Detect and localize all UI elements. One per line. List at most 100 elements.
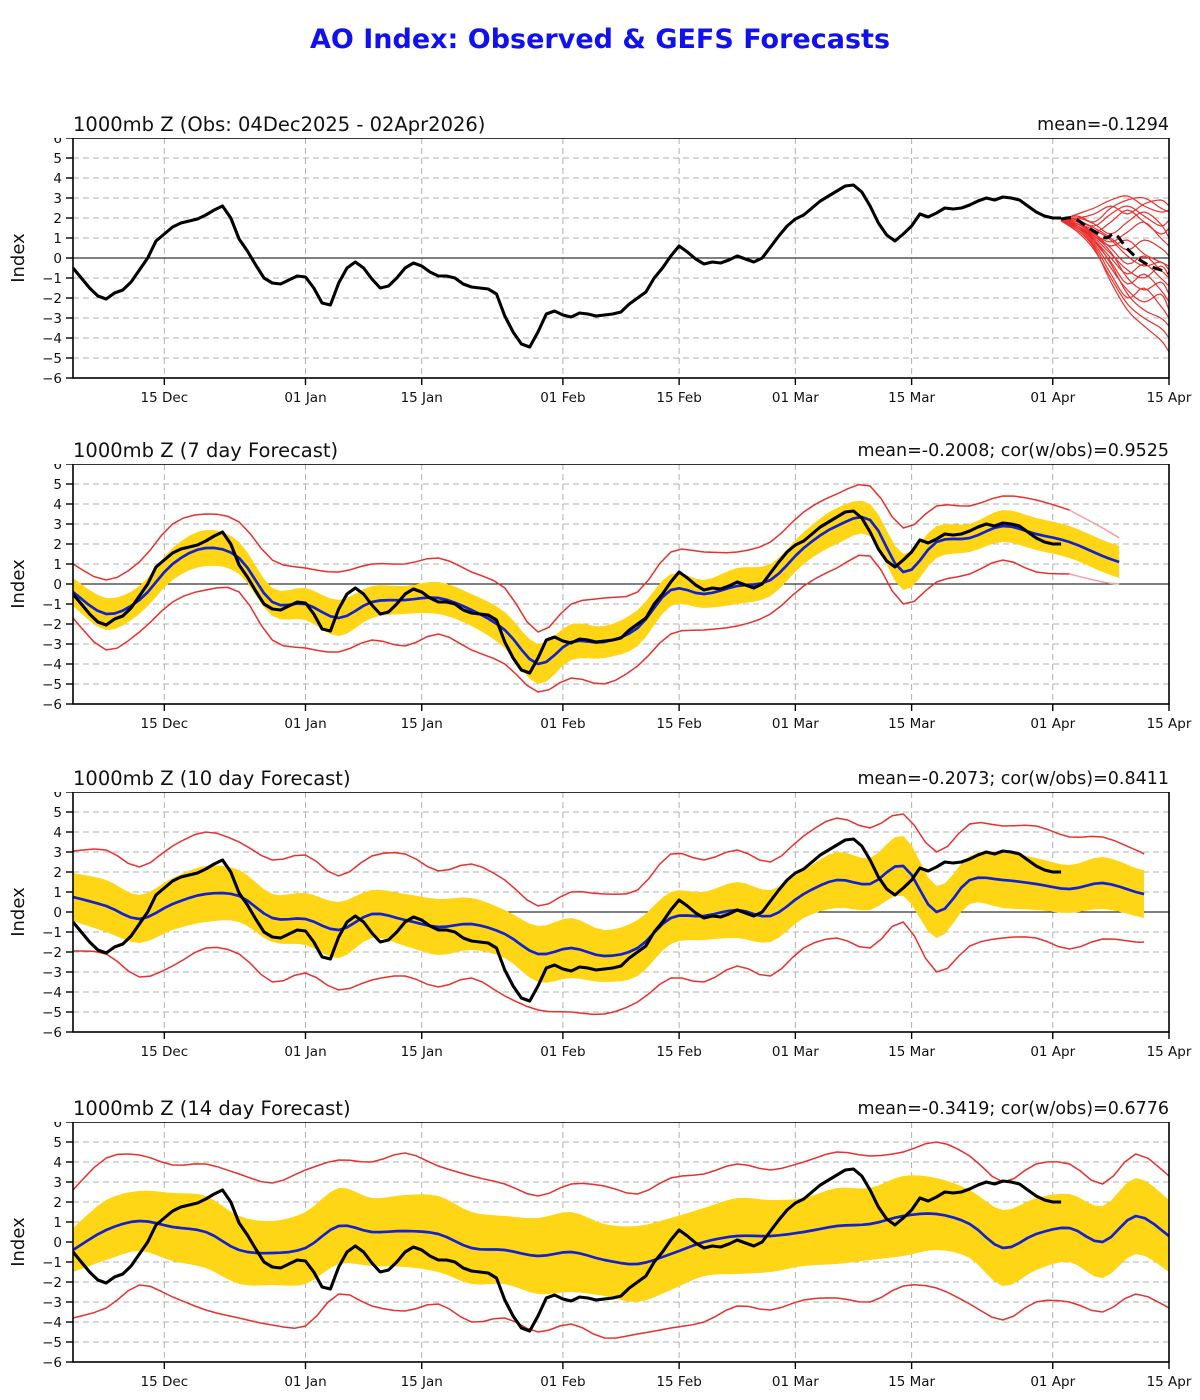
svg-text:3: 3 [53,191,62,207]
svg-text:15 Mar: 15 Mar [888,1374,935,1390]
panel-forecast-14day: 1000mb Z (14 day Forecast) mean=-0.3419;… [0,1090,1200,1394]
svg-text:−5: −5 [42,1335,62,1351]
svg-text:01 Apr: 01 Apr [1030,1374,1075,1390]
observed-line [73,509,1062,675]
panel-forecast-10day-header: 1000mb Z (10 day Forecast) mean=-0.2073;… [0,760,1200,792]
panel-forecast-7day: 1000mb Z (7 day Forecast) mean=-0.2008; … [0,432,1200,736]
svg-text:15 Jan: 15 Jan [401,716,443,732]
panel-forecast-14day-header: 1000mb Z (14 day Forecast) mean=-0.3419;… [0,1090,1200,1122]
svg-text:2: 2 [53,865,62,881]
panel-forecast-7day-title: 1000mb Z (7 day Forecast) [73,439,339,462]
svg-text:15 Mar: 15 Mar [888,390,935,406]
ensemble-spread-band [73,500,1120,684]
svg-text:1: 1 [53,885,62,901]
svg-text:15 Dec: 15 Dec [141,716,189,732]
envelope-lower-line [73,1284,1169,1339]
svg-text:15 Apr: 15 Apr [1147,390,1192,406]
svg-text:−3: −3 [42,311,62,327]
svg-text:−1: −1 [42,1255,62,1271]
svg-text:−6: −6 [42,1025,62,1041]
svg-text:15 Mar: 15 Mar [888,716,935,732]
svg-text:−4: −4 [42,1315,62,1331]
svg-text:01 Feb: 01 Feb [540,390,585,406]
envelope-upper-line-tail [1069,509,1120,539]
svg-text:01 Mar: 01 Mar [772,716,819,732]
panel-forecast-10day-mean-cor-annotation: mean=-0.2073; cor(w/obs)=0.8411 [857,769,1169,789]
svg-text:15 Dec: 15 Dec [141,1044,189,1060]
svg-text:01 Jan: 01 Jan [284,390,326,406]
panel-forecast-7day-mean-cor-annotation: mean=-0.2008; cor(w/obs)=0.9525 [857,441,1169,461]
axis-tick-labels: −6 −5 −4 −3 −2 −1 0 1 2 3 4 5 6 15 Dec 01 Jan 15 Jan 01 … [42,138,1192,406]
svg-text:−2: −2 [42,617,62,633]
ensemble-member-line [1060,220,1169,339]
svg-text:−3: −3 [42,1295,62,1311]
svg-text:2: 2 [53,1195,62,1211]
svg-text:−4: −4 [42,331,62,347]
panel-forecast-10day: 1000mb Z (10 day Forecast) mean=-0.2073;… [0,760,1200,1064]
svg-text:6: 6 [53,1122,62,1131]
forecast-14day-panel-plot: −6 −5 −4 −3 −2 −1 0 1 2 3 4 5 6 15 Dec 01 Jan 15 Jan 01 … [8,1122,1192,1390]
panel-observed: 1000mb Z (Obs: 04Dec2025 - 02Apr2026) me… [0,106,1200,410]
panel-observed-mean-annotation: mean=-0.1294 [1037,115,1169,135]
axis-ticks [66,1122,1170,1369]
observed-line [73,837,1062,1003]
observed-panel-plot: −6 −5 −4 −3 −2 −1 0 1 2 3 4 5 6 15 Dec 01 Jan 15 Jan 01 … [8,138,1192,406]
svg-text:5: 5 [53,477,62,493]
svg-text:01 Feb: 01 Feb [540,1374,585,1390]
y-axis-label: Index [8,559,29,609]
svg-text:6: 6 [53,464,62,473]
svg-text:15 Feb: 15 Feb [656,390,701,406]
svg-text:2: 2 [53,537,62,553]
svg-text:15 Dec: 15 Dec [141,390,189,406]
ensemble-mean-line [73,1212,1169,1266]
svg-text:15 Jan: 15 Jan [401,1044,443,1060]
svg-text:−6: −6 [42,697,62,713]
ensemble-member-line [1061,199,1169,221]
svg-text:15 Dec: 15 Dec [141,1374,189,1390]
envelope-upper-line [73,483,1070,633]
svg-text:01 Mar: 01 Mar [772,1374,819,1390]
svg-text:−2: −2 [42,1275,62,1291]
ensemble-member-line [1060,195,1169,221]
svg-text:01 Jan: 01 Jan [284,1044,326,1060]
ensemble-member-line [1060,219,1169,353]
svg-text:−5: −5 [42,351,62,367]
svg-text:−5: −5 [42,1005,62,1021]
envelope-upper-line [73,1141,1169,1197]
svg-text:5: 5 [53,151,62,167]
svg-text:−2: −2 [42,291,62,307]
svg-text:3: 3 [53,845,62,861]
panel-forecast-7day-header: 1000mb Z (7 day Forecast) mean=-0.2008; … [0,432,1200,464]
envelope-lower-line [73,921,1145,1016]
envelope-lower-line [73,554,1070,693]
svg-text:01 Apr: 01 Apr [1030,716,1075,732]
ensemble-spread-band [73,1175,1169,1302]
svg-text:15 Apr: 15 Apr [1147,1374,1192,1390]
svg-text:−2: −2 [42,945,62,961]
svg-text:6: 6 [53,792,62,801]
svg-text:−5: −5 [42,677,62,693]
svg-text:4: 4 [53,497,62,513]
svg-text:4: 4 [53,825,62,841]
svg-text:−6: −6 [42,371,62,387]
panel-forecast-10day-title: 1000mb Z (10 day Forecast) [73,767,351,790]
envelope-upper-line [73,813,1145,907]
svg-text:15 Jan: 15 Jan [401,390,443,406]
svg-text:15 Feb: 15 Feb [656,1374,701,1390]
axis-ticks [66,464,1170,711]
panel-observed-title: 1000mb Z (Obs: 04Dec2025 - 02Apr2026) [73,113,486,136]
svg-text:4: 4 [53,1155,62,1171]
svg-text:5: 5 [53,1135,62,1151]
svg-text:3: 3 [53,1175,62,1191]
svg-text:−4: −4 [42,657,62,673]
svg-text:−1: −1 [42,271,62,287]
svg-text:01 Mar: 01 Mar [772,390,819,406]
svg-text:01 Apr: 01 Apr [1030,1044,1075,1060]
envelope-lower-line-tail [1069,573,1120,585]
svg-text:0: 0 [53,1235,62,1251]
svg-text:15 Apr: 15 Apr [1147,716,1192,732]
svg-text:3: 3 [53,517,62,533]
forecast-7day-panel-plot: −6 −5 −4 −3 −2 −1 0 1 2 3 4 5 6 15 Dec 01 Jan 15 Jan 01 … [8,464,1192,732]
svg-text:2: 2 [53,211,62,227]
ensemble-member-line [1061,211,1169,239]
